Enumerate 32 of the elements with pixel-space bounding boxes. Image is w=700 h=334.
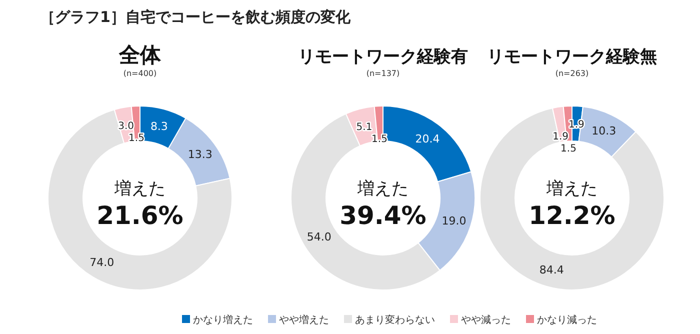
legend-label: かなり増えた <box>193 314 253 326</box>
legend-label: やや減った <box>461 314 511 326</box>
data-label: 1.9 <box>552 132 569 143</box>
data-label: 13.3 <box>188 148 212 161</box>
data-label: 1.5 <box>560 144 576 155</box>
text: 12.2% <box>528 201 616 230</box>
chart-subtitle: (n=263) <box>555 69 589 78</box>
data-label: 84.4 <box>539 264 564 277</box>
text: ［グラフ1］自宅でコーヒーを飲む頻度の変化 <box>40 8 352 26</box>
text: 39.4% <box>340 201 426 230</box>
data-label: 74.0 <box>90 256 114 270</box>
data-label: 1.5 <box>128 132 144 144</box>
data-label: 20.4 <box>415 132 440 146</box>
legend-label: あまり変わらない <box>355 314 435 326</box>
chart-subtitle: (n=400) <box>123 69 157 78</box>
chart-title: 全体 <box>118 43 162 67</box>
data-label: 1.5 <box>372 134 388 145</box>
data-label: 3.0 <box>118 120 134 132</box>
text: 増えた <box>114 179 166 199</box>
text: 増えた <box>356 179 408 199</box>
chart-title: リモートワーク経験無 <box>487 47 657 67</box>
data-label: 19.0 <box>442 214 466 228</box>
data-label: 8.3 <box>150 120 168 134</box>
legend-label: かなり減った <box>537 314 597 326</box>
legend-label: やや増えた <box>279 314 329 326</box>
data-label: 10.3 <box>592 124 616 138</box>
text: 21.6% <box>96 201 184 230</box>
chart-title: リモートワーク経験有 <box>298 47 468 67</box>
data-label: 5.1 <box>356 122 372 133</box>
text: 増えた <box>546 179 598 199</box>
data-label: 54.0 <box>306 230 332 244</box>
chart-subtitle: (n=137) <box>366 69 400 78</box>
